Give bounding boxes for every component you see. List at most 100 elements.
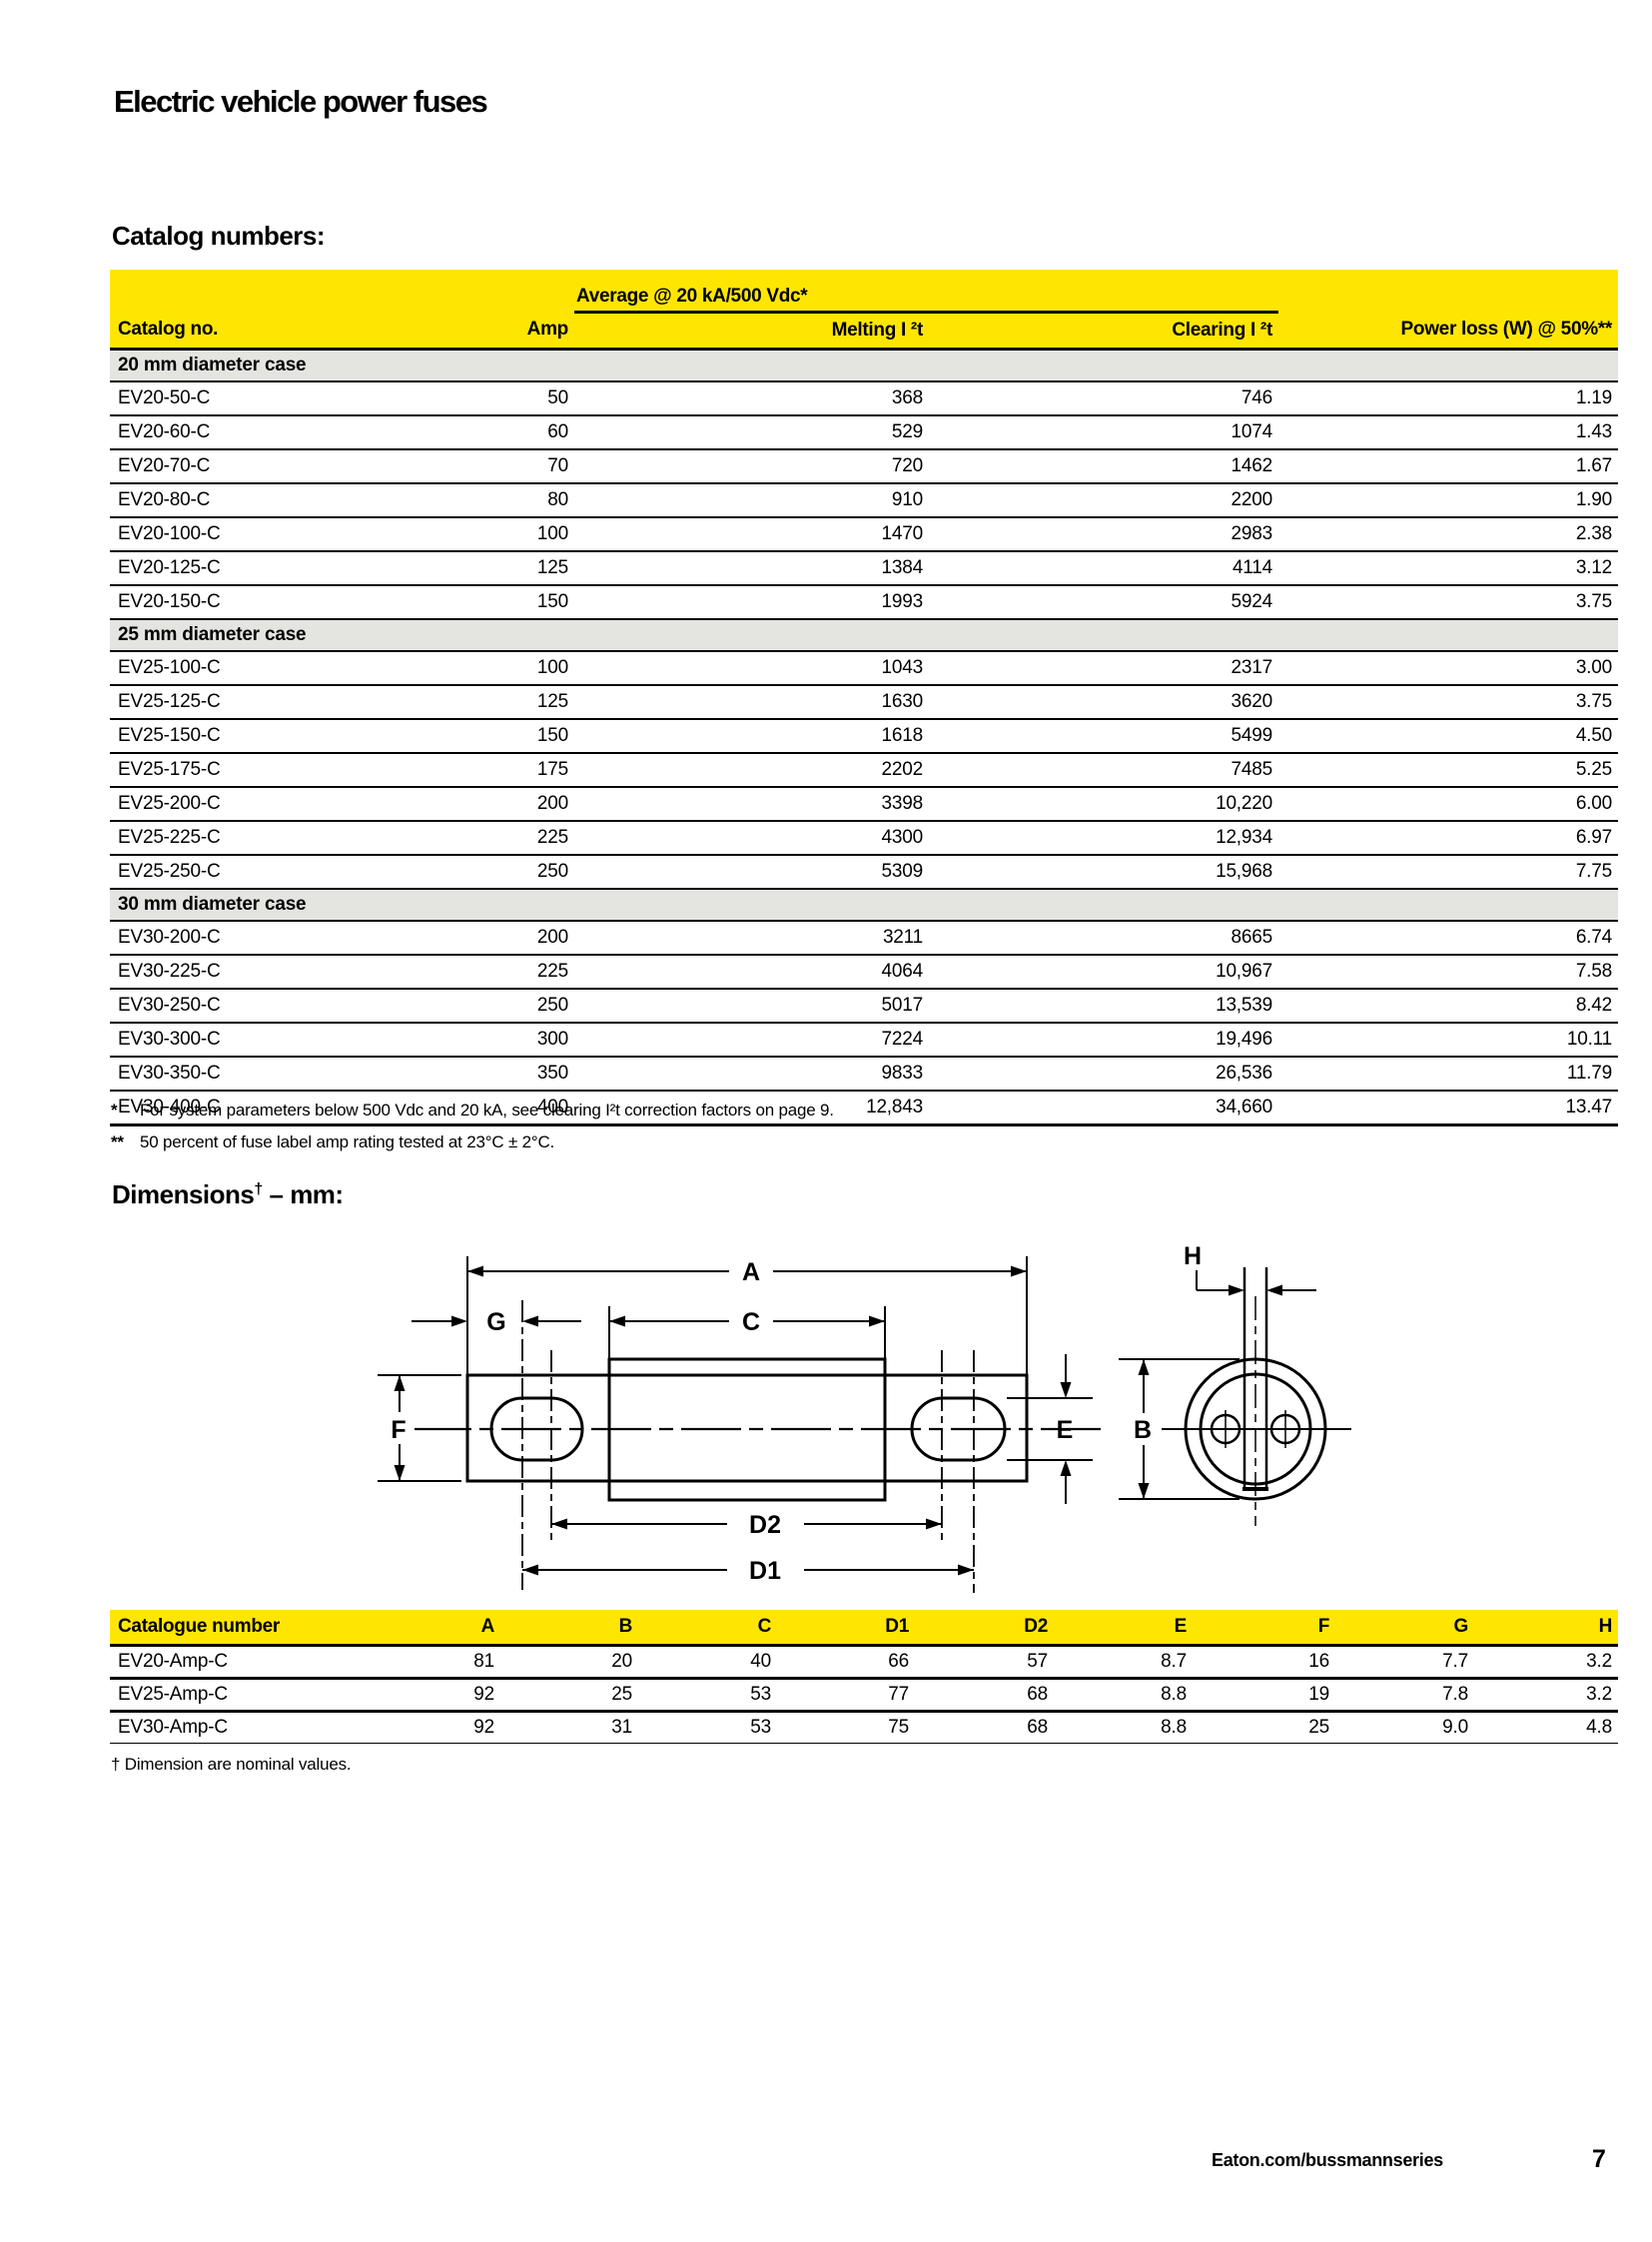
empty-cell bbox=[1278, 270, 1618, 313]
value-cell: 1630 bbox=[574, 685, 929, 720]
group-header-average: Average @ 20 kA/500 Vdc* bbox=[574, 270, 1278, 314]
value-cell: 7224 bbox=[574, 1023, 929, 1058]
catalog-table-row: EV25-125-C 125 1630 3620 3.75 bbox=[110, 685, 1618, 720]
page-number: 7 bbox=[1592, 2145, 1606, 2173]
value-cell: 2317 bbox=[929, 651, 1278, 686]
value-cell: 4114 bbox=[929, 551, 1278, 586]
value-cell: 9833 bbox=[574, 1057, 929, 1092]
dimension-value-cell: 31 bbox=[500, 1711, 638, 1744]
value-cell: 5017 bbox=[574, 989, 929, 1024]
catalogue-number-cell: EV25-Amp-C bbox=[110, 1678, 459, 1713]
value-cell: 1462 bbox=[929, 449, 1278, 484]
catalog-table-row: EV30-300-C 300 7224 19,496 10.11 bbox=[110, 1023, 1618, 1058]
value-cell: 720 bbox=[574, 449, 929, 484]
catalog-table-row: EV30-200-C 200 3211 8665 6.74 bbox=[110, 921, 1618, 956]
value-cell: 7.75 bbox=[1278, 855, 1618, 890]
dimension-value-cell: 20 bbox=[500, 1645, 638, 1680]
catalog-number-cell: EV20-150-C bbox=[110, 585, 499, 620]
value-cell: 746 bbox=[929, 381, 1278, 416]
dimension-value-cell: 53 bbox=[638, 1678, 777, 1713]
catalog-number-cell: EV20-70-C bbox=[110, 449, 499, 484]
dim-label-d2: D2 bbox=[749, 1511, 781, 1539]
catalog-number-cell: EV20-50-C bbox=[110, 381, 499, 416]
col-header-melting-i2t: Melting I ²t bbox=[574, 312, 929, 351]
catalog-number-cell: EV20-80-C bbox=[110, 483, 499, 518]
value-cell: 5309 bbox=[574, 855, 929, 890]
value-cell: 4.50 bbox=[1278, 719, 1618, 754]
dimension-value-cell: 92 bbox=[459, 1678, 500, 1713]
col-header-catalog-no: Catalog no. bbox=[110, 312, 499, 351]
value-cell: 200 bbox=[499, 787, 574, 822]
catalog-number-cell: EV25-100-C bbox=[110, 651, 499, 686]
dimension-value-cell: 25 bbox=[1193, 1711, 1335, 1744]
col-header-amp: Amp bbox=[499, 312, 574, 351]
value-cell: 10.11 bbox=[1278, 1023, 1618, 1058]
page-title: Electric vehicle power fuses bbox=[114, 84, 488, 119]
case-section-row: 20 mm diameter case bbox=[110, 349, 1618, 382]
value-cell: 8665 bbox=[929, 921, 1278, 956]
value-cell: 1.67 bbox=[1278, 449, 1618, 484]
value-cell: 175 bbox=[499, 753, 574, 788]
value-cell: 150 bbox=[499, 719, 574, 754]
value-cell: 80 bbox=[499, 483, 574, 518]
col-header-d2: D2 bbox=[915, 1610, 1054, 1647]
catalog-number-cell: EV30-225-C bbox=[110, 955, 499, 990]
value-cell: 1618 bbox=[574, 719, 929, 754]
case-section-label: 20 mm diameter case bbox=[110, 349, 1618, 382]
dimension-value-cell: 68 bbox=[915, 1678, 1054, 1713]
value-cell: 6.74 bbox=[1278, 921, 1618, 956]
value-cell: 2.38 bbox=[1278, 517, 1618, 552]
case-section-row: 25 mm diameter case bbox=[110, 619, 1618, 652]
catalog-table-row: EV20-60-C 60 529 1074 1.43 bbox=[110, 415, 1618, 450]
catalog-table-row: EV25-200-C 200 3398 10,220 6.00 bbox=[110, 787, 1618, 822]
right-slot bbox=[910, 1396, 1007, 1462]
col-header-catalogue-number: Catalogue number bbox=[110, 1610, 459, 1647]
value-cell: 3.00 bbox=[1278, 651, 1618, 686]
value-cell: 1.90 bbox=[1278, 483, 1618, 518]
catalog-number-cell: EV30-350-C bbox=[110, 1057, 499, 1092]
dim-label-c: C bbox=[742, 1308, 760, 1336]
value-cell: 5499 bbox=[929, 719, 1278, 754]
dimension-value-cell: 7.8 bbox=[1335, 1678, 1474, 1713]
value-cell: 3398 bbox=[574, 787, 929, 822]
catalog-table-row: EV25-225-C 225 4300 12,934 6.97 bbox=[110, 821, 1618, 856]
value-cell: 400 bbox=[499, 1091, 574, 1126]
value-cell: 13,539 bbox=[929, 989, 1278, 1024]
left-slot bbox=[489, 1396, 584, 1462]
dimension-value-cell: 19 bbox=[1193, 1678, 1335, 1713]
dimension-value-cell: 77 bbox=[777, 1678, 915, 1713]
footnote-marker: ** bbox=[111, 1132, 124, 1151]
value-cell: 300 bbox=[499, 1023, 574, 1058]
value-cell: 7.58 bbox=[1278, 955, 1618, 990]
value-cell: 150 bbox=[499, 585, 574, 620]
catalog-number-cell: EV30-400-C bbox=[110, 1091, 499, 1126]
dimension-value-cell: 81 bbox=[459, 1645, 500, 1680]
value-cell: 12,843 bbox=[574, 1091, 929, 1126]
dim-label-d1: D1 bbox=[749, 1557, 781, 1585]
case-section-label: 30 mm diameter case bbox=[110, 889, 1618, 922]
catalog-number-cell: EV25-200-C bbox=[110, 787, 499, 822]
dimensions-table-row: EV30-Amp-C 92 31 53 75 68 8.8 25 9.0 4.8 bbox=[110, 1711, 1618, 1744]
catalog-number-cell: EV25-125-C bbox=[110, 685, 499, 720]
value-cell: 5.25 bbox=[1278, 753, 1618, 788]
value-cell: 3.75 bbox=[1278, 585, 1618, 620]
catalog-table-row: EV25-150-C 150 1618 5499 4.50 bbox=[110, 719, 1618, 754]
dimension-value-cell: 8.7 bbox=[1054, 1645, 1193, 1680]
column-header-row: Catalog no. Amp Melting I ²t Clearing I … bbox=[110, 312, 1618, 351]
value-cell: 4300 bbox=[574, 821, 929, 856]
value-cell: 529 bbox=[574, 415, 929, 450]
value-cell: 70 bbox=[499, 449, 574, 484]
footnote-text: 50 percent of fuse label amp rating test… bbox=[140, 1132, 555, 1151]
catalog-table-row: EV20-150-C 150 1993 5924 3.75 bbox=[110, 585, 1618, 620]
dimension-value-cell: 16 bbox=[1193, 1645, 1335, 1680]
dimension-value-cell: 9.0 bbox=[1335, 1711, 1474, 1744]
value-cell: 350 bbox=[499, 1057, 574, 1092]
catalog-number-cell: EV20-100-C bbox=[110, 517, 499, 552]
value-cell: 3.75 bbox=[1278, 685, 1618, 720]
value-cell: 7485 bbox=[929, 753, 1278, 788]
dimensions-table-head: Catalogue number A B C D1 D2 E F G H bbox=[110, 1610, 1618, 1647]
col-header-h: H bbox=[1474, 1610, 1618, 1647]
value-cell: 10,220 bbox=[929, 787, 1278, 822]
value-cell: 250 bbox=[499, 855, 574, 890]
col-header-clearing-i2t: Clearing I ²t bbox=[929, 312, 1278, 351]
